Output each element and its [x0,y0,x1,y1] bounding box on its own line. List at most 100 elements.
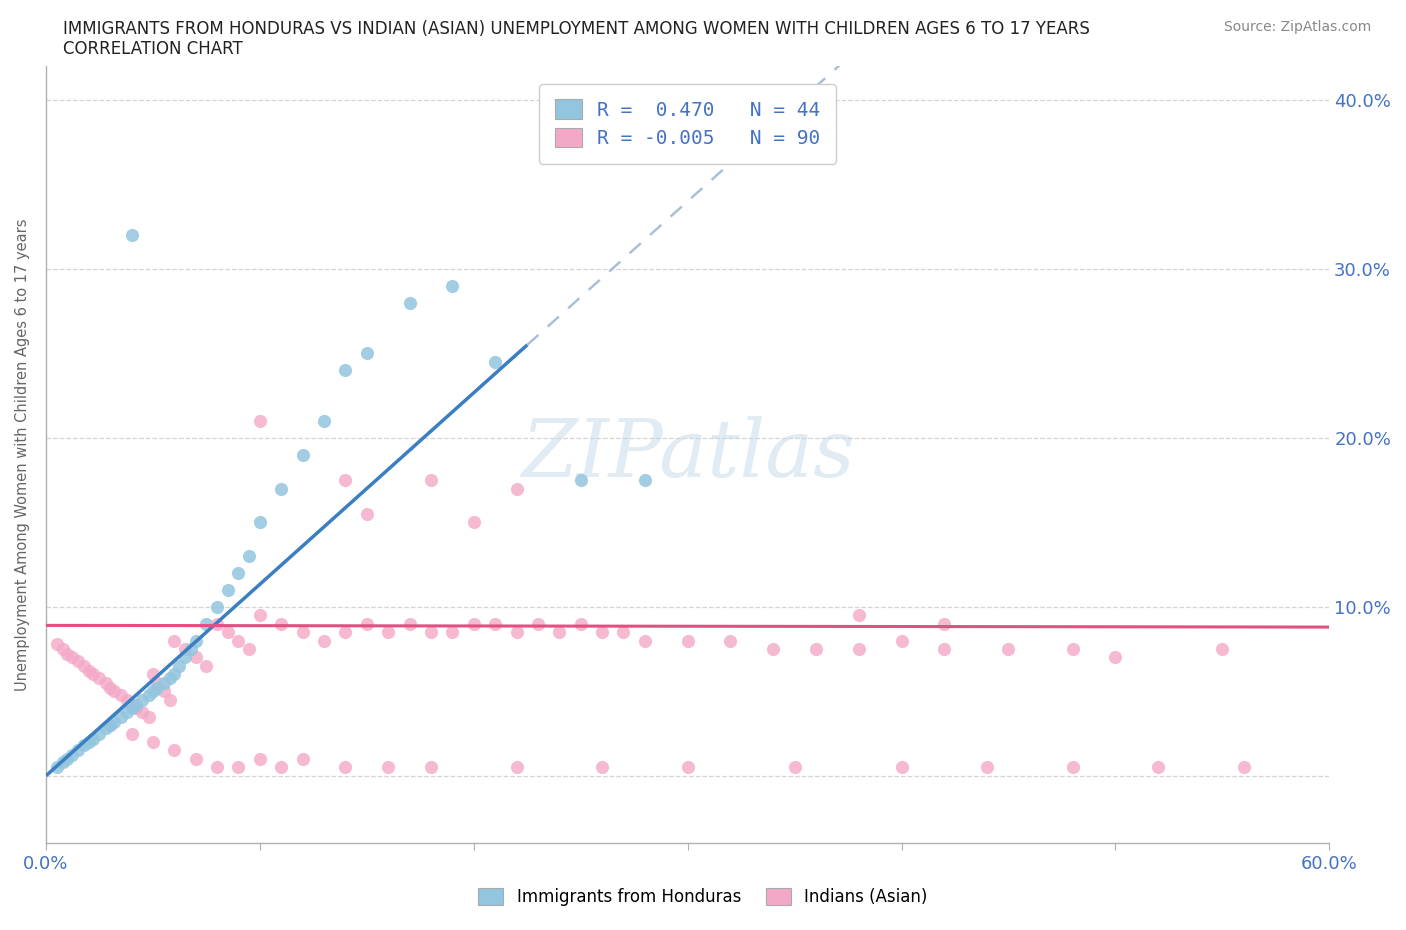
Point [89,671,111,685]
Point [98,718,121,733]
Point [420,472,443,487]
Point [205,599,228,614]
Point [205,617,228,631]
Point [249,515,271,530]
Point [89,726,111,741]
Point [45,636,67,651]
Point [67,654,90,669]
Point [569,617,592,631]
Point [377,625,399,640]
Point [60,748,83,763]
Point [56,751,79,766]
Point [976,760,998,775]
Point [997,642,1019,657]
Point [1104,650,1126,665]
Point [291,751,314,766]
Point [270,481,292,496]
Point [804,642,827,657]
Point [146,681,169,696]
Point [1233,760,1256,775]
Point [335,363,357,378]
Point [312,633,335,648]
Text: CORRELATION CHART: CORRELATION CHART [63,40,243,58]
Point [441,625,464,640]
Y-axis label: Unemployment Among Women with Children Ages 6 to 17 years: Unemployment Among Women with Children A… [15,219,30,691]
Point [249,608,271,623]
Text: Source: ZipAtlas.com: Source: ZipAtlas.com [1223,20,1371,34]
Point [335,760,357,775]
Point [159,692,181,707]
Point [195,617,218,631]
Point [98,681,121,696]
Point [676,633,699,648]
Point [312,414,335,429]
Point [82,667,104,682]
Point [934,617,956,631]
Point [77,735,100,750]
Point [634,633,657,648]
Point [718,633,741,648]
Point [356,507,378,522]
Point [569,472,592,487]
Point [612,625,634,640]
Text: IMMIGRANTS FROM HONDURAS VS INDIAN (ASIAN) UNEMPLOYMENT AMONG WOMEN WITH CHILDRE: IMMIGRANTS FROM HONDURAS VS INDIAN (ASIA… [63,20,1090,38]
Point [117,692,139,707]
Point [131,692,153,707]
Point [420,625,443,640]
Point [548,625,571,640]
Point [180,642,202,657]
Point [676,760,699,775]
Point [890,633,912,648]
Point [117,704,139,719]
Point [505,625,527,640]
Point [377,760,399,775]
Point [217,582,239,597]
Point [98,718,121,733]
Point [249,414,271,429]
Point [228,565,250,580]
Point [195,658,218,673]
Point [1147,760,1170,775]
Point [484,354,506,369]
Point [238,549,260,564]
Point [1062,760,1084,775]
Point [142,735,165,750]
Point [441,278,464,293]
Point [131,704,153,719]
Point [67,743,90,758]
Point [848,642,870,657]
Point [238,642,260,657]
Point [163,633,186,648]
Point [138,710,160,724]
Point [934,642,956,657]
Point [270,760,292,775]
Point [163,667,186,682]
Point [398,617,420,631]
Point [167,658,190,673]
Point [228,760,250,775]
Point [335,472,357,487]
Point [138,687,160,702]
Point [184,751,207,766]
Point [103,684,125,698]
Legend: R =  0.470   N = 44, R = -0.005   N = 90: R = 0.470 N = 44, R = -0.005 N = 90 [538,84,837,164]
Point [146,675,169,690]
Point [420,760,443,775]
Point [505,481,527,496]
Point [291,447,314,462]
Point [1062,642,1084,657]
Point [1211,642,1233,657]
Point [174,650,197,665]
Point [125,700,148,715]
Point [110,710,132,724]
Point [152,675,174,690]
Point [174,642,197,657]
Point [73,658,96,673]
Point [591,760,613,775]
Point [184,650,207,665]
Point [60,650,83,665]
Point [82,731,104,746]
Point [591,625,613,640]
Point [56,646,79,661]
Point [463,515,485,530]
